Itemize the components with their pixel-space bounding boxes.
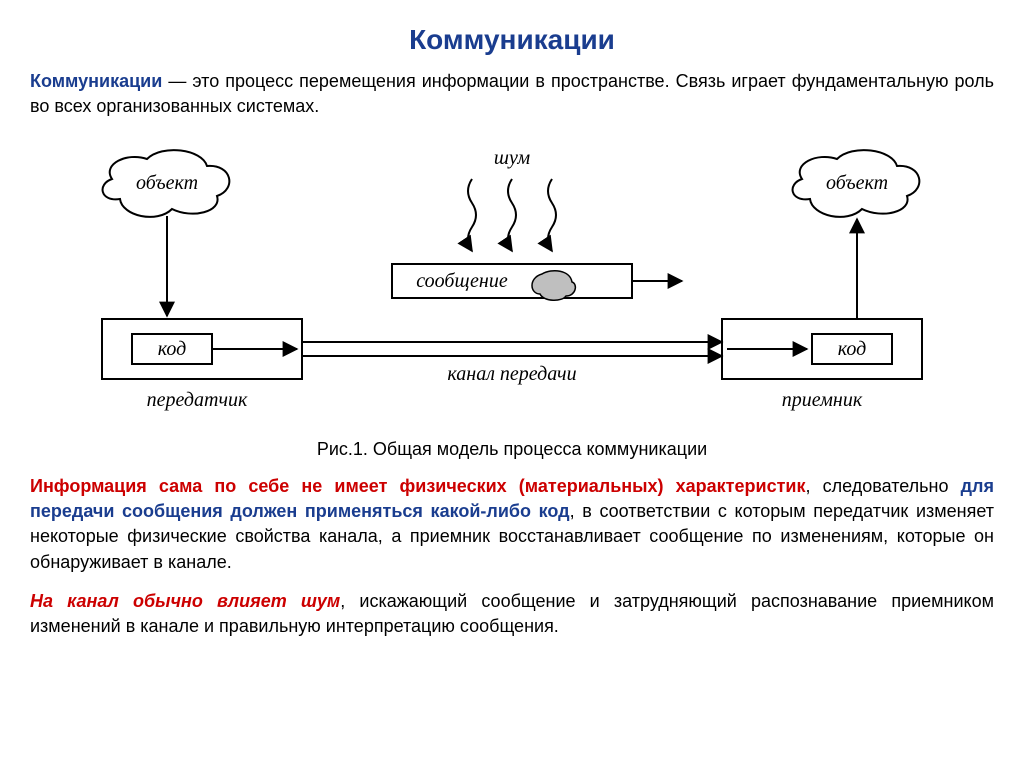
figure-caption: Рис.1. Общая модель процесса коммуникаци… <box>30 437 994 462</box>
receiver-box: код <box>722 319 922 379</box>
channel-label: канал передачи <box>447 363 576 385</box>
object-cloud-left: объект <box>103 150 230 217</box>
code-right-label: код <box>838 338 866 360</box>
code-left-label: код <box>158 338 186 360</box>
diagram-svg: объект объект шум сообщение код передатч… <box>42 134 982 424</box>
p3-red: На канал обычно влияет шум <box>30 591 340 611</box>
message-box: сообщение <box>392 264 682 300</box>
message-label: сообщение <box>416 270 508 292</box>
intro-paragraph: Коммуникации — это процесс перемещения и… <box>30 69 994 119</box>
transmitter-box: код <box>102 319 302 379</box>
p2-mid: , следовательно <box>805 476 960 496</box>
noise-label: шум <box>494 147 530 169</box>
object-right-label: объект <box>826 172 888 194</box>
paragraph-3: На канал обычно влияет шум, искажающий с… <box>30 589 994 639</box>
p2-red: Информация сама по себе не имеет физичес… <box>30 476 805 496</box>
intro-rest: — это процесс перемещения информации в п… <box>30 71 994 116</box>
object-cloud-right: объект <box>793 150 920 217</box>
communication-diagram: объект объект шум сообщение код передатч… <box>42 134 982 431</box>
page-title: Коммуникации <box>30 20 994 59</box>
noise-waves <box>468 179 556 251</box>
transmitter-label: передатчик <box>147 389 248 411</box>
object-left-label: объект <box>136 172 198 194</box>
intro-term: Коммуникации <box>30 71 162 91</box>
paragraph-2: Информация сама по себе не имеет физичес… <box>30 474 994 575</box>
receiver-label: приемник <box>782 389 863 411</box>
channel-lines <box>302 342 722 356</box>
